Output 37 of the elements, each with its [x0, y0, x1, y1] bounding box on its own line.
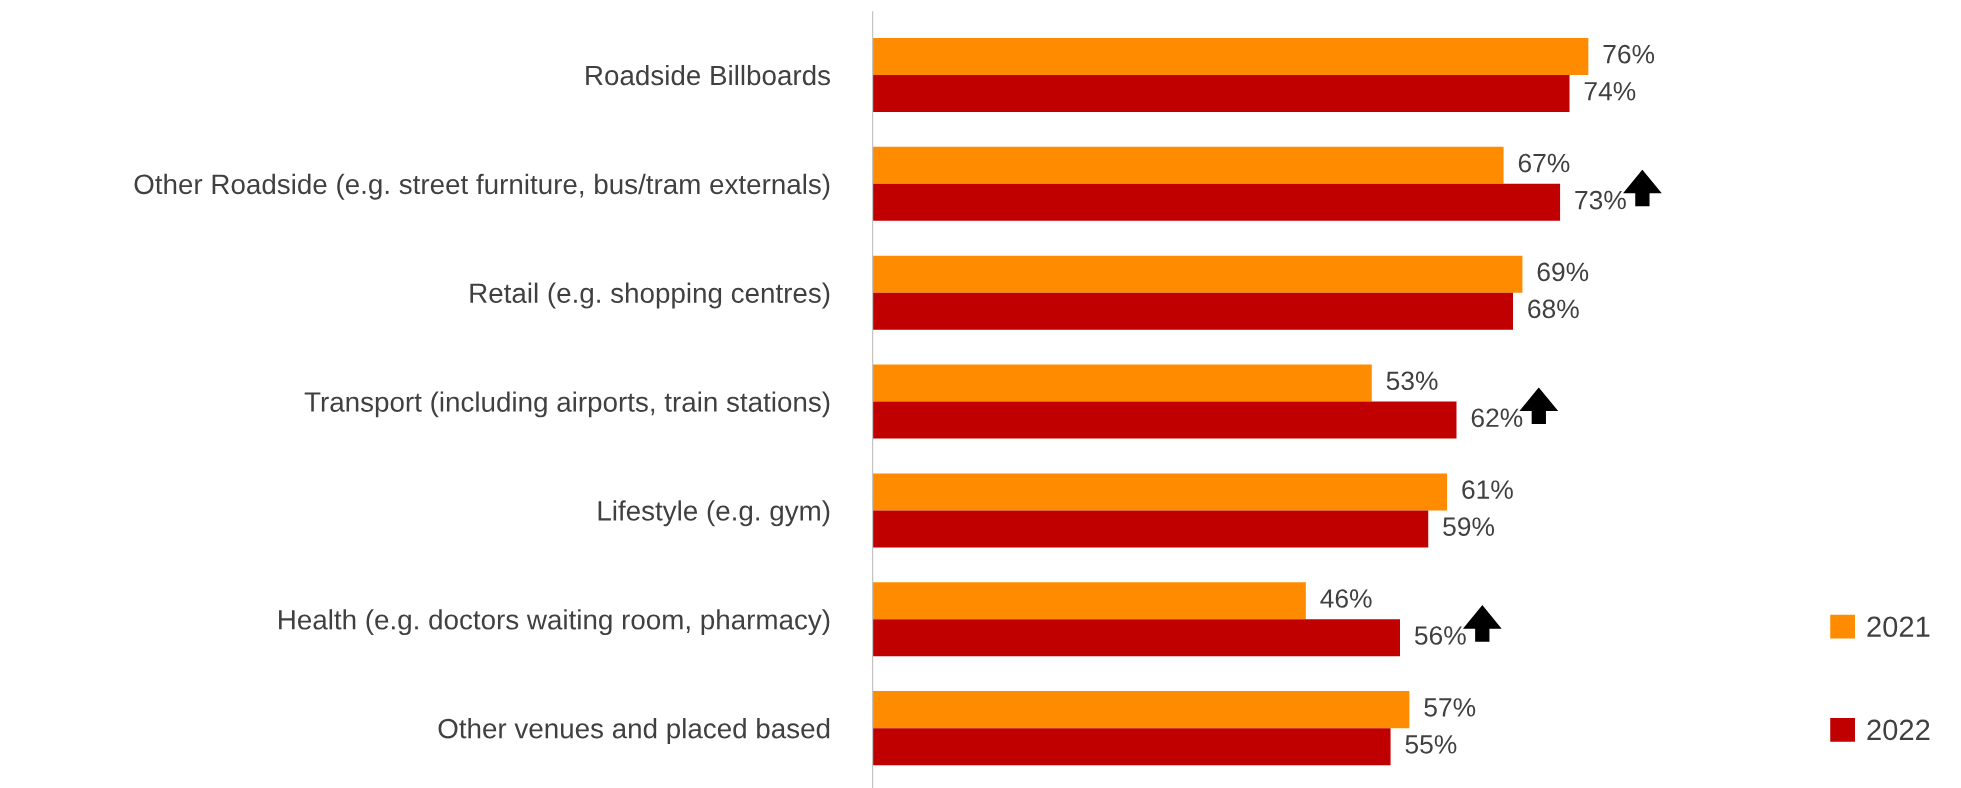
y-tick-label: Other Roadside (e.g. street furniture, bus/tram externals): [134, 173, 830, 200]
data-label: 56%: [1414, 626, 1466, 645]
data-label: 62%: [1471, 408, 1523, 428]
bar: [872, 582, 1306, 620]
data-label: 59%: [1443, 517, 1495, 536]
bar: [872, 364, 1372, 402]
y-tick-label: Roadside Billboards: [586, 64, 830, 86]
bar: [872, 473, 1448, 511]
y-tick-label: Other venues and placed based: [438, 718, 830, 744]
data-label: 46%: [1320, 589, 1372, 608]
data-label: 53%: [1386, 371, 1438, 391]
bar: [872, 183, 1561, 221]
data-label: 55%: [1405, 735, 1457, 754]
y-tick-label: Transport (including airports, train stations): [304, 391, 830, 418]
data-label: 67%: [1518, 153, 1570, 173]
bar: [872, 74, 1570, 112]
legend-label: 2022: [1867, 719, 1930, 741]
bar: [872, 37, 1589, 75]
data-label: 61%: [1462, 480, 1513, 499]
y-tick-label: Health (e.g. doctors waiting room, pharmacy): [279, 609, 830, 636]
data-label: 68%: [1528, 299, 1579, 319]
data-label: 76%: [1603, 44, 1655, 64]
bar: [872, 728, 1391, 766]
legend-label: 2021: [1867, 616, 1930, 638]
bar: [872, 401, 1457, 439]
data-label: 73%: [1575, 190, 1626, 210]
bar: [872, 146, 1504, 184]
data-label: 57%: [1424, 698, 1476, 717]
bar: [872, 255, 1523, 293]
data-label: 74%: [1584, 81, 1636, 101]
bar: [872, 691, 1410, 729]
y-tick-label: Lifestyle (e.g. gym): [598, 500, 830, 527]
data-label: 69%: [1537, 262, 1589, 282]
bar: [872, 292, 1513, 330]
bar: [872, 619, 1400, 657]
y-tick-label: Retail (e.g. shopping centres): [470, 282, 830, 309]
bar: [872, 510, 1429, 548]
